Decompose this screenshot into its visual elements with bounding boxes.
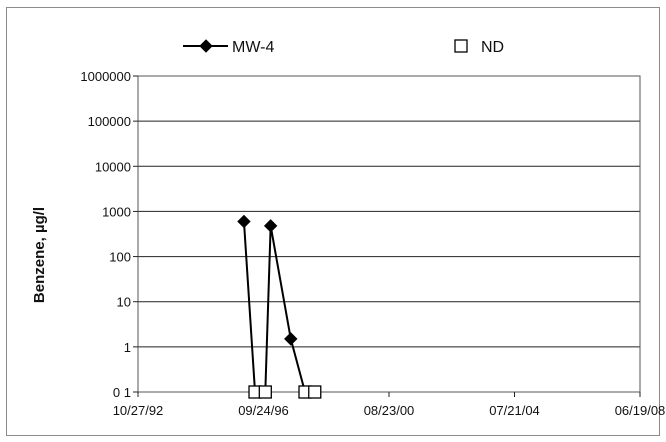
- mw4-marker: [263, 219, 278, 233]
- y-axis-ticks: 1000000 100000 10000 1000 100 10 1 0 1: [80, 69, 138, 400]
- x-tick-label: 07/21/04: [489, 403, 540, 418]
- legend: MW-4 ND: [183, 39, 504, 56]
- y-tick-label: 0 1: [113, 385, 131, 400]
- x-tick-label: 09/24/96: [238, 403, 289, 418]
- chart-frame: [6, 7, 660, 436]
- series-layer: [237, 214, 322, 399]
- y-tick-label: 10: [117, 295, 131, 310]
- legend-item-nd: ND: [454, 39, 504, 56]
- gridlines: [138, 120, 640, 348]
- y-tick-label: 100000: [88, 114, 131, 129]
- y-tick-label: 1000: [102, 204, 131, 219]
- series-mw-4: [237, 214, 322, 399]
- mw4-marker: [284, 332, 298, 346]
- mw4-line: [242, 221, 315, 393]
- plot-area: [137, 75, 641, 393]
- y-axis-label: Benzene, µg/l: [31, 207, 48, 303]
- legend-item-mw4: MW-4: [183, 39, 274, 56]
- y-tick-label: 1: [124, 340, 131, 355]
- x-tick-label: 06/19/08: [615, 403, 666, 418]
- legend-label-mw4: MW-4: [232, 39, 274, 56]
- y-tick-label: 100: [109, 250, 131, 265]
- x-tick-label: 08/23/00: [364, 403, 415, 418]
- mw4-marker: [237, 214, 251, 229]
- legend-label-nd: ND: [481, 39, 504, 56]
- x-axis-ticks: 10/27/92 09/24/96 08/23/00 07/21/04 06/19/08: [113, 392, 666, 418]
- legend-diamond-icon: [199, 39, 213, 53]
- nd-marker: [308, 385, 322, 399]
- nd-marker: [258, 385, 272, 399]
- y-tick-label: 10000: [95, 159, 131, 174]
- legend-square-icon: [454, 39, 468, 53]
- y-tick-label: 1000000: [80, 69, 131, 84]
- series-nd: [248, 385, 322, 399]
- x-tick-label: 10/27/92: [113, 403, 164, 418]
